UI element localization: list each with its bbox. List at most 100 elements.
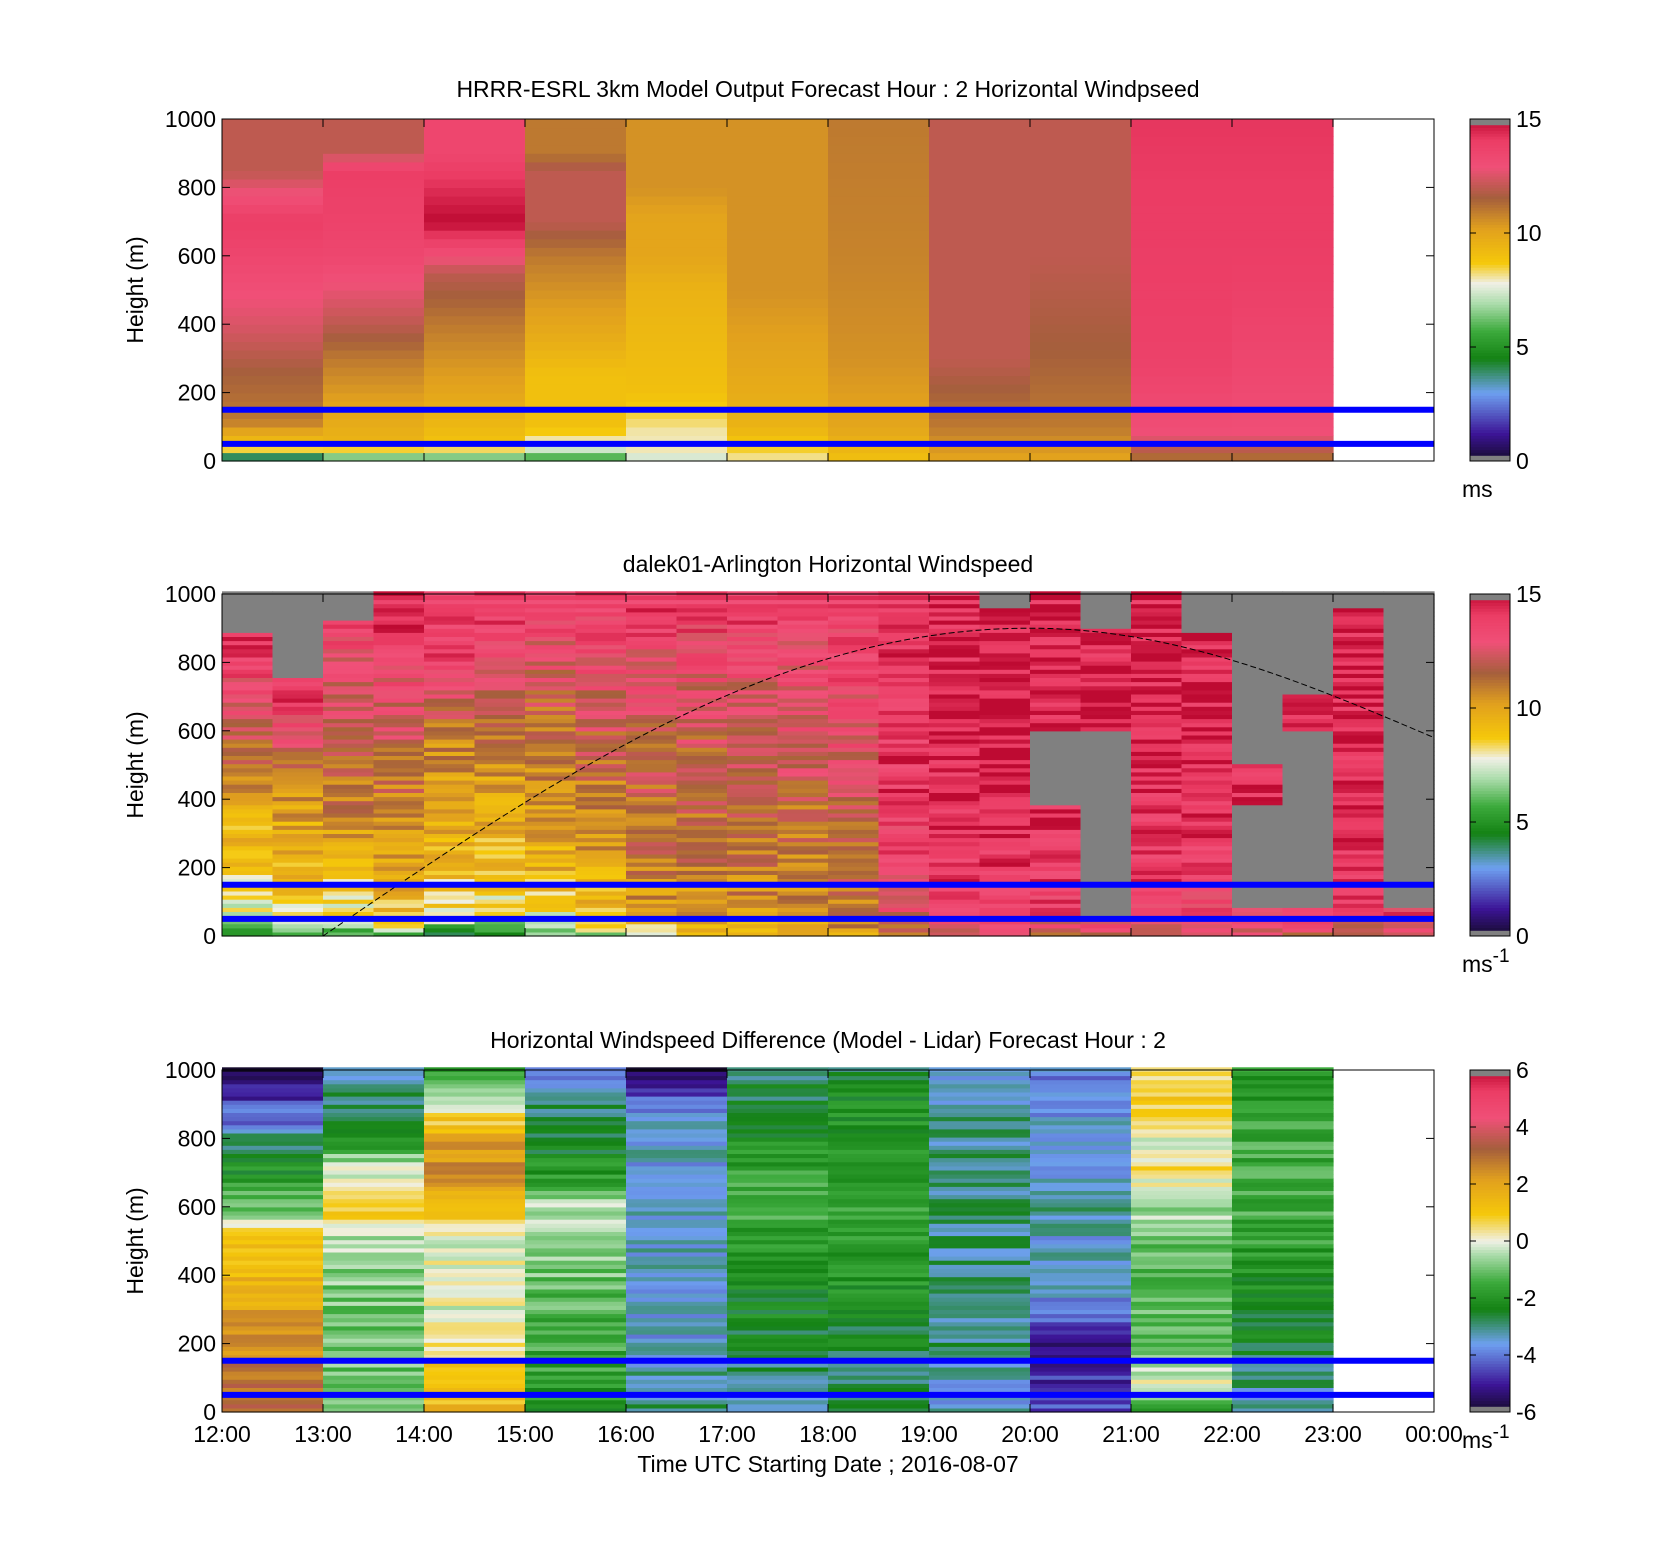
heatmap-cell bbox=[424, 796, 476, 802]
heatmap-cell bbox=[272, 927, 324, 933]
colorbar-segment bbox=[1470, 184, 1510, 188]
heatmap-cell bbox=[424, 1161, 526, 1167]
heatmap-cell bbox=[424, 452, 526, 462]
heatmap-cell bbox=[929, 759, 981, 765]
heatmap-cell bbox=[727, 767, 779, 773]
heatmap-cell bbox=[929, 1104, 1031, 1109]
heatmap-cell bbox=[575, 734, 627, 740]
heatmap-cell bbox=[878, 611, 930, 617]
heatmap-cell bbox=[474, 632, 526, 637]
heatmap-cell bbox=[323, 1120, 425, 1126]
heatmap-cell bbox=[323, 829, 375, 834]
heatmap-cell bbox=[828, 452, 930, 462]
heatmap-cell bbox=[828, 1247, 930, 1253]
heatmap-cell bbox=[1131, 763, 1183, 769]
heatmap-cell bbox=[676, 903, 728, 908]
heatmap-cell bbox=[878, 673, 930, 678]
heatmap-cell bbox=[575, 821, 627, 826]
y-tick-label: 1000 bbox=[165, 106, 216, 132]
heatmap-cell bbox=[1232, 1338, 1334, 1343]
heatmap-cell bbox=[1232, 858, 1284, 863]
heatmap-cell bbox=[828, 1399, 930, 1405]
heatmap-cell bbox=[929, 739, 981, 744]
heatmap-cell bbox=[777, 681, 829, 687]
heatmap-cell bbox=[1131, 710, 1183, 715]
heatmap-cell bbox=[777, 911, 829, 917]
heatmap-cell bbox=[878, 837, 930, 843]
heatmap-cell bbox=[1131, 931, 1183, 937]
heatmap-cell bbox=[1181, 903, 1233, 908]
heatmap-cell bbox=[626, 853, 678, 859]
heatmap-cell bbox=[929, 858, 981, 863]
colorbar-segment bbox=[1470, 1392, 1510, 1396]
colorbar-segment bbox=[1470, 1232, 1510, 1236]
heatmap-column bbox=[828, 119, 930, 462]
heatmap-cell bbox=[575, 829, 627, 834]
heatmap-cell bbox=[1030, 221, 1132, 231]
heatmap-cell bbox=[222, 870, 274, 875]
heatmap-cell bbox=[323, 595, 375, 601]
heatmap-cell bbox=[626, 927, 678, 933]
heatmap-cell bbox=[1030, 734, 1082, 740]
heatmap-cell bbox=[676, 755, 728, 761]
heatmap-cell bbox=[1030, 739, 1082, 744]
heatmap-cell bbox=[676, 862, 728, 867]
heatmap-cell bbox=[828, 264, 930, 274]
heatmap-cell bbox=[929, 862, 981, 867]
heatmap-cell bbox=[323, 418, 425, 428]
heatmap-cell bbox=[323, 607, 375, 613]
heatmap-cell bbox=[1282, 730, 1334, 736]
heatmap-cell bbox=[1131, 1231, 1233, 1237]
heatmap-cell bbox=[929, 1079, 1031, 1085]
heatmap-cell bbox=[1131, 1083, 1233, 1089]
heatmap-cell bbox=[828, 1264, 930, 1269]
heatmap-cell bbox=[1131, 221, 1233, 231]
colorbar-segment bbox=[1470, 636, 1510, 641]
heatmap-cell bbox=[1232, 706, 1284, 711]
chart-title: HRRR-ESRL 3km Model Output Forecast Hour… bbox=[456, 76, 1199, 102]
heatmap-cell bbox=[222, 710, 274, 715]
heatmap-cell bbox=[1030, 161, 1132, 171]
heatmap-cell bbox=[525, 1145, 627, 1150]
heatmap-cell bbox=[1181, 714, 1233, 720]
heatmap-cell bbox=[777, 841, 829, 847]
heatmap-cell bbox=[727, 1198, 829, 1204]
heatmap-cell bbox=[676, 812, 728, 818]
heatmap-cell bbox=[626, 636, 678, 642]
heatmap-cell bbox=[878, 841, 930, 847]
heatmap-cell bbox=[474, 829, 526, 834]
heatmap-cell bbox=[828, 693, 880, 699]
y-tick-label: 600 bbox=[178, 718, 216, 744]
heatmap-cell bbox=[727, 341, 829, 351]
heatmap-cell bbox=[1030, 418, 1132, 428]
heatmap-cell bbox=[1333, 808, 1385, 814]
heatmap-cell bbox=[272, 771, 324, 777]
heatmap-cell bbox=[525, 841, 577, 847]
colorbar-segment bbox=[1470, 1161, 1510, 1165]
heatmap-cell bbox=[1030, 718, 1082, 724]
heatmap-cell bbox=[1131, 1182, 1233, 1187]
colorbar-segment bbox=[1470, 1095, 1510, 1099]
heatmap-cell bbox=[525, 1260, 627, 1265]
heatmap-cell bbox=[727, 1178, 829, 1183]
heatmap-cell bbox=[878, 706, 930, 711]
heatmap-cell bbox=[1030, 1153, 1132, 1159]
heatmap-cell bbox=[373, 722, 425, 728]
heatmap-cell bbox=[1131, 1186, 1233, 1191]
heatmap-cell bbox=[1181, 730, 1233, 736]
heatmap-cell bbox=[1030, 1227, 1132, 1232]
heatmap-cell bbox=[424, 611, 476, 617]
heatmap-cell bbox=[929, 255, 1031, 265]
heatmap-cell bbox=[929, 221, 1031, 231]
heatmap-cell bbox=[474, 661, 526, 666]
heatmap-cell bbox=[1131, 775, 1183, 781]
heatmap-cell bbox=[373, 702, 425, 707]
heatmap-cell bbox=[727, 281, 829, 291]
heatmap-cell bbox=[1030, 1149, 1132, 1154]
heatmap-cell bbox=[929, 1305, 1031, 1310]
heatmap-cell bbox=[1131, 923, 1183, 929]
heatmap-cell bbox=[222, 927, 274, 933]
heatmap-cell bbox=[929, 899, 981, 904]
heatmap-cell bbox=[525, 911, 577, 917]
heatmap-cell bbox=[323, 911, 375, 917]
